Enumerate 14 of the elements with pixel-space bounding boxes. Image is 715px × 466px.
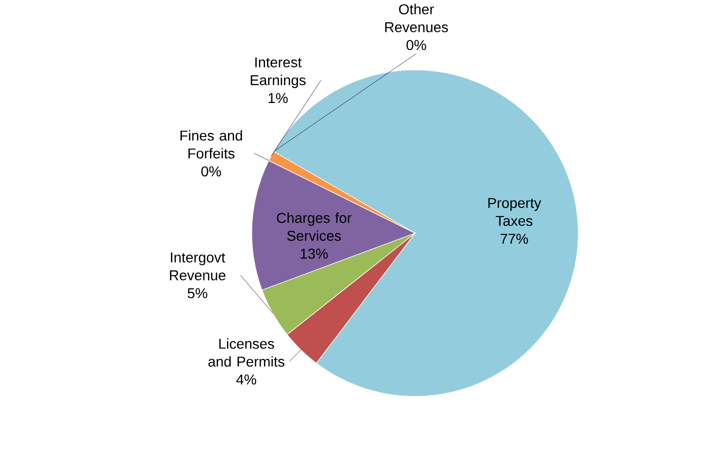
data-label: 5% bbox=[188, 288, 208, 298]
text: 0% bbox=[201, 166, 221, 176]
slice-label: Licenses and Permits bbox=[208, 338, 284, 367]
text: 0% bbox=[406, 40, 426, 50]
data-label: 1% bbox=[268, 92, 288, 103]
data-label: 4% bbox=[236, 374, 256, 384]
category-label: Other Revenues bbox=[385, 4, 448, 32]
data-label: 13% bbox=[300, 248, 328, 259]
data-label: 77% bbox=[500, 234, 528, 244]
slice-label: Interest Earnings bbox=[250, 57, 306, 88]
category-label: Fines and Forfeits bbox=[180, 130, 242, 158]
slice-label: Intergovt Revenue bbox=[170, 252, 226, 280]
slice-label: Property Taxes bbox=[488, 198, 542, 226]
slice-label: Charges for Services bbox=[276, 212, 352, 241]
